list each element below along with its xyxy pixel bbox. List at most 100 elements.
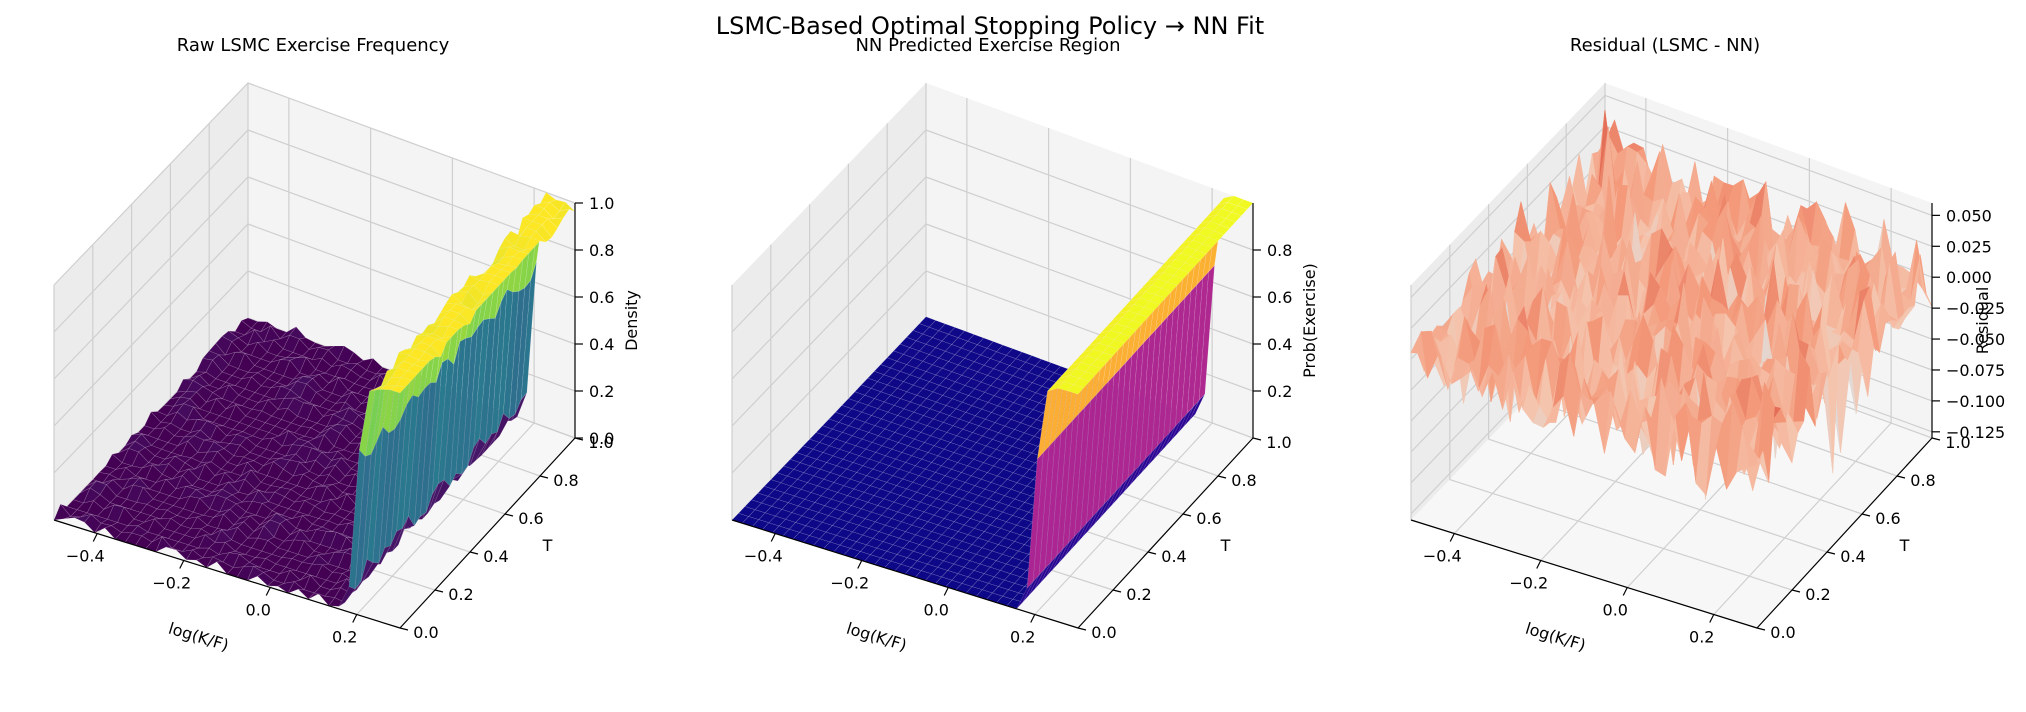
y-tick-label: 0.4 xyxy=(483,547,508,566)
surface-mesh xyxy=(53,191,576,608)
x-tick-mark xyxy=(1622,587,1628,596)
x-tick-mark xyxy=(770,533,776,542)
plot-residual: −0.4−0.20.00.2 0.00.20.40.60.81.0−0.125−0… xyxy=(1410,35,2005,655)
y-tick-label: 0.2 xyxy=(1126,585,1151,604)
plot-nn-predicted: −0.4 −0.2 0.0 0.2 0.0 0.2 0.4 0.6 0.8 1.0 0.2 0.4 0.… xyxy=(731,35,1319,655)
x-axis-label: log(K/F) xyxy=(1523,619,1588,655)
x-tick-label: 0.2 xyxy=(332,628,357,647)
x-tick-label: 0.0 xyxy=(246,601,271,620)
surface-patch xyxy=(1184,256,1202,267)
z-tick-label: 0.8 xyxy=(1267,241,1292,260)
z-axis-label: Prob(Exercise) xyxy=(1300,263,1319,378)
y-tick-mark xyxy=(539,475,549,479)
y-tick-label: 0.0 xyxy=(413,623,438,642)
z-tick-label: 1.0 xyxy=(589,194,614,213)
surface-patch xyxy=(406,364,424,375)
surface-patch xyxy=(1201,237,1219,248)
grid-z xyxy=(731,129,1254,333)
surface-patch xyxy=(1166,275,1184,286)
y-tick-mark xyxy=(434,589,444,593)
y-axis-label: T xyxy=(1220,536,1231,555)
y-tick-mark xyxy=(1147,551,1157,555)
x-axis-label: log(K/F) xyxy=(844,619,909,655)
x-tick-mark xyxy=(1709,614,1715,623)
z-tick-label: 0.4 xyxy=(1267,335,1292,354)
grid-z xyxy=(731,176,1254,380)
x-tick-label: −0.4 xyxy=(66,547,105,566)
y-tick-label: 0.8 xyxy=(1910,471,1935,490)
y-tick-label: 1.0 xyxy=(588,433,613,452)
z-tick-label: 0.2 xyxy=(589,382,614,401)
y-tick-label: 0.2 xyxy=(1805,585,1830,604)
y-tick-mark xyxy=(1931,437,1941,441)
y-tick-mark xyxy=(1182,513,1192,517)
surface-patch xyxy=(477,291,494,304)
y-tick-mark xyxy=(1826,551,1836,555)
y-tick-label: 0.4 xyxy=(1840,547,1865,566)
grid-x xyxy=(1034,422,1213,615)
y-tick-label: 0.8 xyxy=(553,471,578,490)
figure-suptitle: LSMC-Based Optimal Stopping Policy → NN … xyxy=(716,12,1264,40)
x-tick-label: −0.2 xyxy=(830,574,869,593)
y-tick-mark xyxy=(504,513,514,517)
y-tick-mark xyxy=(1112,589,1122,593)
y-tick-mark xyxy=(1217,475,1227,479)
y-tick-label: 0.0 xyxy=(1770,623,1795,642)
y-axis-label: T xyxy=(542,536,553,555)
surface-patch xyxy=(1219,218,1237,229)
pane-left xyxy=(54,83,248,520)
y-tick-label: 0.4 xyxy=(1161,547,1186,566)
x-tick-mark xyxy=(943,587,949,596)
x-tick-mark xyxy=(1449,533,1455,542)
grid-x xyxy=(356,422,535,615)
z-axis-label: Density xyxy=(622,290,641,351)
x-axis-label: log(K/F) xyxy=(166,619,231,655)
surface-patch xyxy=(389,385,407,394)
y-tick-label: 0.2 xyxy=(448,585,473,604)
plot-title: Raw LSMC Exercise Frequency xyxy=(177,35,450,56)
x-tick-label: 0.0 xyxy=(1603,601,1628,620)
y-tick-mark xyxy=(1896,475,1906,479)
plot-title: Residual (LSMC - NN) xyxy=(1570,35,1760,56)
y-tick-mark xyxy=(1861,513,1871,517)
x-tick-label: −0.4 xyxy=(1423,547,1462,566)
y-tick-mark xyxy=(1791,589,1801,593)
z-tick-label: 0.000 xyxy=(1946,268,1992,287)
x-tick-label: −0.2 xyxy=(1509,574,1548,593)
x-tick-mark xyxy=(265,587,271,596)
z-axis-label: Residual xyxy=(1973,287,1992,355)
surface-patch xyxy=(529,230,547,243)
surface-mesh xyxy=(731,195,1254,609)
z-tick-label: 0.050 xyxy=(1946,206,1992,225)
y-tick-label: 0.8 xyxy=(1231,471,1256,490)
y-tick-mark xyxy=(1252,437,1262,441)
z-tick-label: 0.2 xyxy=(1267,382,1292,401)
y-tick-label: 0.6 xyxy=(518,509,543,528)
x-tick-label: 0.0 xyxy=(924,601,949,620)
x-tick-mark xyxy=(1030,614,1036,623)
y-axis-label: T xyxy=(1899,536,1910,555)
y-tick-mark xyxy=(1077,627,1087,631)
grid-z xyxy=(53,176,576,380)
z-tick-label: 0.6 xyxy=(589,288,614,307)
x-tick-mark xyxy=(92,533,98,542)
z-tick-label: 0.4 xyxy=(589,335,614,354)
surface-patch xyxy=(1149,294,1167,305)
y-axis-line xyxy=(399,437,576,629)
x-tick-mark xyxy=(179,560,185,569)
z-tick-label: −0.100 xyxy=(1946,392,2005,411)
surface-patch xyxy=(553,208,570,220)
surface-patch xyxy=(1090,358,1108,369)
x-tick-label: 0.2 xyxy=(1689,628,1714,647)
x-tick-mark xyxy=(857,560,863,569)
x-axis-line xyxy=(53,519,401,629)
surface-patch xyxy=(488,275,506,286)
y-tick-mark xyxy=(469,551,479,555)
z-tick-label: 0.8 xyxy=(589,241,614,260)
grid-z xyxy=(53,129,576,333)
surface-patch xyxy=(1207,230,1225,242)
z-tick-label: 0.025 xyxy=(1946,237,1992,256)
z-tick-label: −0.125 xyxy=(1946,423,2005,442)
plot-title: NN Predicted Exercise Region xyxy=(855,35,1120,56)
surface-patch xyxy=(441,326,459,339)
